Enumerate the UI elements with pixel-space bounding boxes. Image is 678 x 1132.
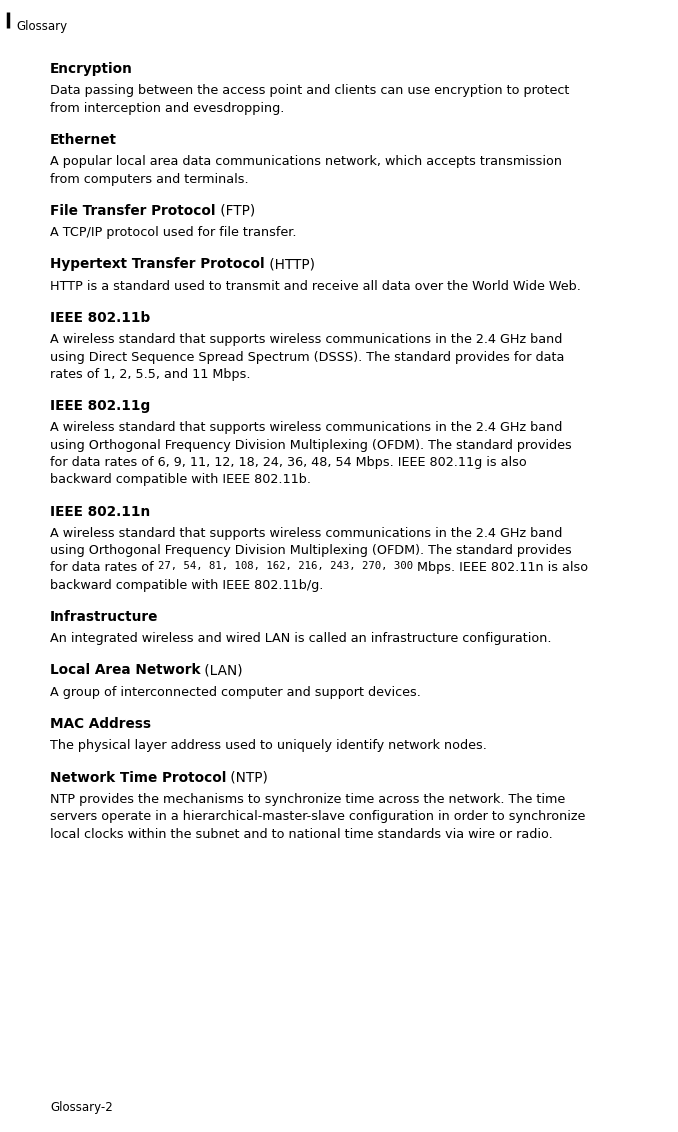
Text: A group of interconnected computer and support devices.: A group of interconnected computer and s… [50,686,421,698]
Text: using Direct Sequence Spread Spectrum (DSSS). The standard provides for data: using Direct Sequence Spread Spectrum (D… [50,351,564,363]
Text: NTP provides the mechanisms to synchronize time across the network. The time: NTP provides the mechanisms to synchroni… [50,794,565,806]
Text: File Transfer Protocol: File Transfer Protocol [50,204,216,217]
Text: HTTP is a standard used to transmit and receive all data over the World Wide Web: HTTP is a standard used to transmit and … [50,280,581,293]
Text: Network Time Protocol: Network Time Protocol [50,771,226,784]
Text: IEEE 802.11b: IEEE 802.11b [50,311,151,325]
Text: for data rates of: for data rates of [50,561,157,574]
Text: Encryption: Encryption [50,62,133,76]
Text: A wireless standard that supports wireless communications in the 2.4 GHz band: A wireless standard that supports wirele… [50,334,562,346]
Text: local clocks within the subnet and to national time standards via wire or radio.: local clocks within the subnet and to na… [50,827,553,841]
Text: Data passing between the access point and clients can use encryption to protect: Data passing between the access point an… [50,85,570,97]
Text: Hypertext Transfer Protocol: Hypertext Transfer Protocol [50,257,264,272]
Text: An integrated wireless and wired LAN is called an infrastructure configuration.: An integrated wireless and wired LAN is … [50,633,551,645]
Text: IEEE 802.11n: IEEE 802.11n [50,505,151,518]
Text: 27, 54, 81, 108, 162, 216, 243, 270, 300: 27, 54, 81, 108, 162, 216, 243, 270, 300 [157,561,413,572]
Text: Glossary: Glossary [16,20,67,33]
Text: Mbps. IEEE 802.11n is also: Mbps. IEEE 802.11n is also [413,561,588,574]
Text: for data rates of 6, 9, 11, 12, 18, 24, 36, 48, 54 Mbps. IEEE 802.11g is also: for data rates of 6, 9, 11, 12, 18, 24, … [50,456,527,469]
Text: A TCP/IP protocol used for file transfer.: A TCP/IP protocol used for file transfer… [50,226,296,239]
Text: using Orthogonal Frequency Division Multiplexing (OFDM). The standard provides: using Orthogonal Frequency Division Mult… [50,544,572,557]
Text: (NTP): (NTP) [226,771,268,784]
Text: MAC Address: MAC Address [50,718,151,731]
Text: A wireless standard that supports wireless communications in the 2.4 GHz band: A wireless standard that supports wirele… [50,421,562,435]
Text: Local Area Network: Local Area Network [50,663,201,677]
Text: from computers and terminals.: from computers and terminals. [50,172,249,186]
Text: A wireless standard that supports wireless communications in the 2.4 GHz band: A wireless standard that supports wirele… [50,526,562,540]
Text: backward compatible with IEEE 802.11b/g.: backward compatible with IEEE 802.11b/g. [50,578,323,592]
Text: backward compatible with IEEE 802.11b.: backward compatible with IEEE 802.11b. [50,473,311,487]
Text: servers operate in a hierarchical-master-slave configuration in order to synchro: servers operate in a hierarchical-master… [50,811,585,823]
Text: (HTTP): (HTTP) [264,257,315,272]
Text: rates of 1, 2, 5.5, and 11 Mbps.: rates of 1, 2, 5.5, and 11 Mbps. [50,368,250,380]
Text: Ethernet: Ethernet [50,132,117,147]
Text: A popular local area data communications network, which accepts transmission: A popular local area data communications… [50,155,562,169]
Text: using Orthogonal Frequency Division Multiplexing (OFDM). The standard provides: using Orthogonal Frequency Division Mult… [50,439,572,452]
Text: (LAN): (LAN) [201,663,243,677]
Text: (FTP): (FTP) [216,204,255,217]
Text: from interception and evesdropping.: from interception and evesdropping. [50,102,284,114]
Text: IEEE 802.11g: IEEE 802.11g [50,400,151,413]
Text: Glossary-2: Glossary-2 [50,1101,113,1114]
Text: The physical layer address used to uniquely identify network nodes.: The physical layer address used to uniqu… [50,739,487,753]
Text: Infrastructure: Infrastructure [50,610,159,624]
